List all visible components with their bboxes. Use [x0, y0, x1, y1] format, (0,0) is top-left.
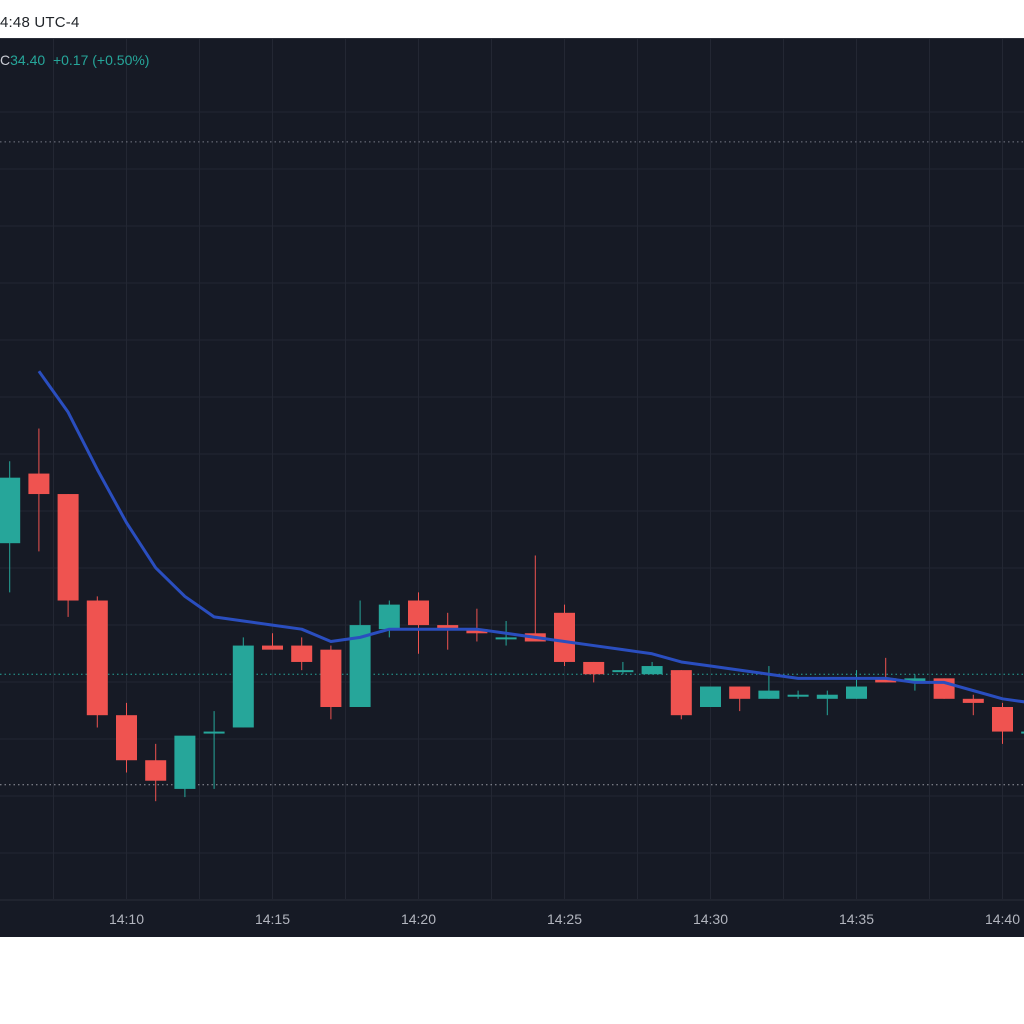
candle-body: [349, 625, 371, 707]
time-axis-tick-label: 14:20: [401, 911, 436, 927]
candle-body: [554, 612, 575, 662]
candle-body: [904, 678, 926, 683]
bottom-area: [0, 937, 1024, 1024]
time-axis-tick-label: 14:35: [839, 911, 874, 927]
candle-body: [232, 645, 254, 728]
candle-body: [583, 661, 605, 675]
candle-body: [320, 649, 342, 707]
candle-body: [495, 637, 517, 640]
candle-body: [291, 645, 313, 662]
candle-body: [846, 686, 867, 699]
timestamp-label: 4:48 UTC-4: [0, 14, 80, 31]
candle-body: [612, 670, 634, 673]
candle-body: [466, 629, 488, 634]
close-prefix: C: [0, 52, 11, 68]
candle-body: [787, 694, 809, 697]
time-axis-tick-label: 14:40: [985, 911, 1020, 927]
candle-body: [729, 686, 751, 699]
candle-body: [116, 715, 137, 761]
time-axis-tick-label: 14:25: [547, 911, 582, 927]
candle-body: [378, 604, 400, 630]
candle-body: [758, 690, 780, 699]
close-value: 34.40: [10, 52, 46, 68]
candle-body: [57, 494, 79, 601]
candle-body: [992, 707, 1013, 732]
change-value: +0.17 (+0.50%): [52, 52, 150, 68]
candle-body: [641, 666, 663, 675]
candle-body: [145, 760, 167, 781]
candle-body: [174, 735, 196, 789]
candle-body: [875, 678, 897, 683]
moving-average-line: [37, 370, 1024, 704]
candle-body: [1021, 731, 1024, 734]
top-bar: 4:48 UTC-4: [0, 0, 1024, 38]
candle-body: [670, 670, 692, 716]
candle-body: [0, 477, 21, 544]
candle-body: [262, 645, 283, 650]
time-axis-tick-label: 14:10: [109, 911, 144, 927]
candle-body: [700, 686, 721, 707]
candle-body: [408, 600, 429, 626]
candle-body: [816, 694, 838, 699]
candle-body: [962, 698, 984, 703]
candle-body: [203, 731, 225, 734]
candle-body: [86, 600, 108, 716]
time-axis-tick-label: 14:30: [693, 911, 728, 927]
candle-body: [28, 473, 50, 495]
candle-body: [437, 625, 459, 630]
time-axis-tick-label: 14:15: [255, 911, 290, 927]
ohlc-legend: C34.40 +0.17 (+0.50%): [0, 52, 149, 68]
